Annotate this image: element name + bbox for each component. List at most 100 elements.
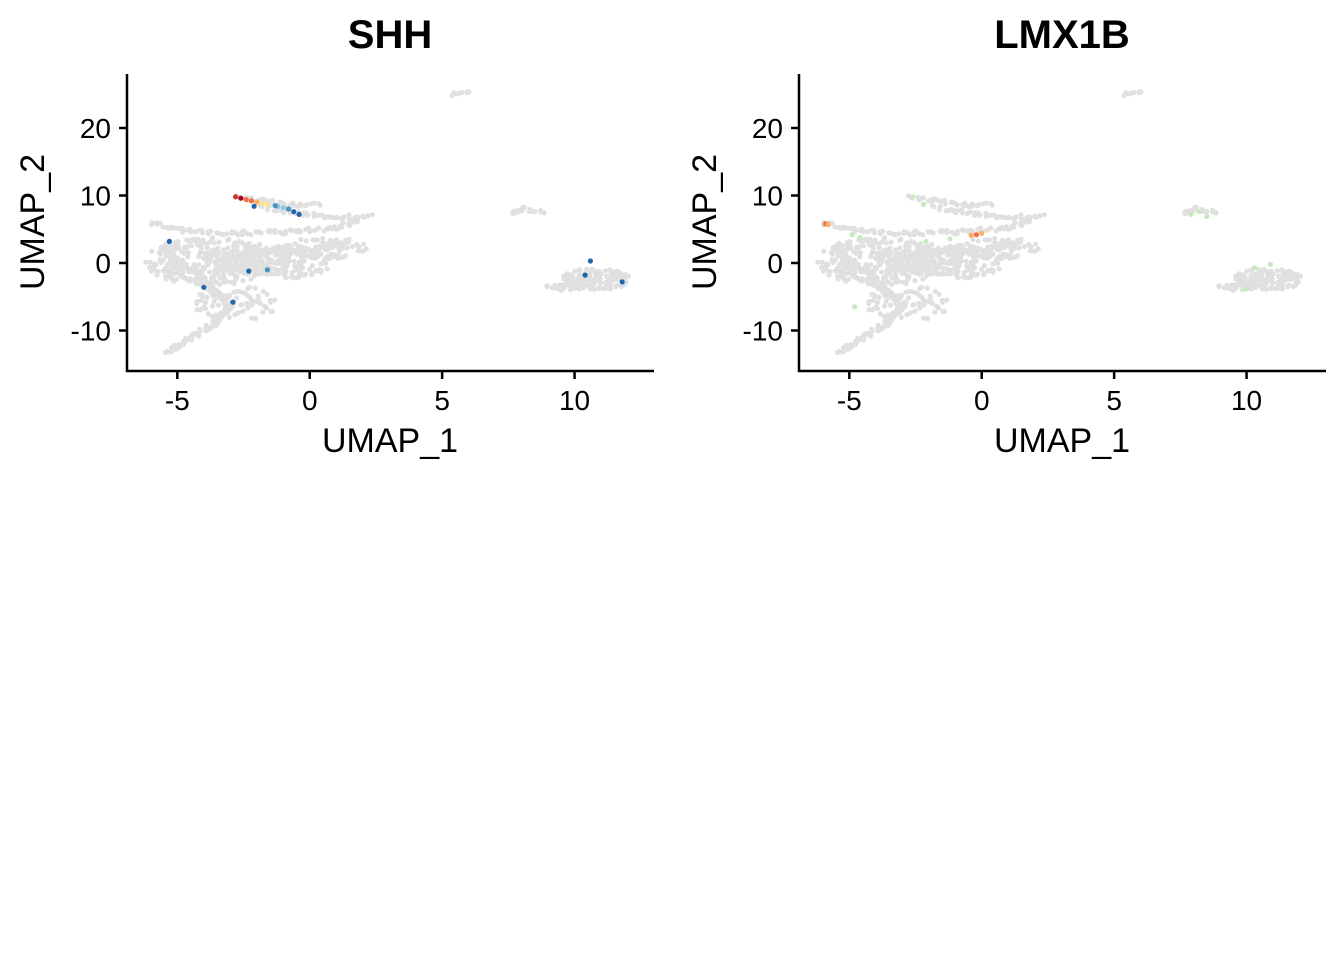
cell-point [322,215,328,221]
cell-point [221,293,227,299]
cell-point [297,203,303,209]
cell-point [244,257,250,263]
cell-point [917,286,923,292]
expressing-cell-point [259,201,265,207]
cell-point [260,309,266,315]
cell-point [143,259,149,265]
cell-point [911,266,917,272]
cell-point [217,290,223,296]
cell-point [281,255,287,261]
cell-point [316,225,322,231]
cell-point [916,300,922,307]
cell-point [932,309,938,315]
cell-point [576,267,582,273]
cell-point [924,254,930,260]
cell-point [252,254,258,260]
cell-point [264,251,270,257]
cell-point [216,239,222,245]
cell-point [165,246,171,252]
cell-point [945,259,952,265]
cell-point [927,293,933,299]
cell-point [234,247,240,254]
cell-point [289,227,295,234]
cell-point [864,236,870,242]
cell-point [924,285,930,291]
cell-point [1285,284,1291,290]
cell-point [231,262,238,268]
cell-point [160,256,167,263]
cell-point [185,254,191,260]
cell-point [866,307,872,313]
cell-point [242,244,248,250]
cell-point [292,263,298,269]
cell-point [259,268,265,274]
cell-point [1248,273,1254,279]
cell-point [188,268,195,274]
cell-point [310,237,316,243]
cell-point [209,303,216,309]
cell-point [895,231,902,237]
x-tick-label: 0 [302,385,318,416]
cell-point [589,266,595,272]
cell-point [1037,213,1043,219]
cell-point [185,250,191,256]
cell-point [184,237,190,243]
cell-point [838,270,844,276]
cell-point [340,220,346,226]
background-cells [143,89,632,356]
cell-point [871,267,878,273]
cell-point [264,207,270,213]
cell-point [1291,271,1297,277]
cell-point [549,285,555,291]
cell-point [860,229,867,235]
cell-point [902,257,908,263]
cell-point [149,248,155,254]
cell-point [968,259,974,265]
cell-point [1244,268,1250,274]
cell-point [982,237,988,243]
cell-point [307,229,313,235]
cell-point [172,259,178,265]
x-tick-label: 0 [974,385,990,416]
cell-point [299,244,305,250]
cell-point [235,310,241,316]
cell-point [907,232,913,238]
cell-point [221,259,227,265]
cell-point [869,272,875,279]
cell-point [207,269,213,275]
cell-point [157,251,163,257]
cell-point [208,289,214,295]
cell-point [930,230,936,236]
cell-point [254,244,260,250]
cell-point [193,228,199,235]
cell-point [220,266,226,272]
cell-point [881,303,888,309]
cell-point [857,250,864,256]
cell-point [989,202,995,208]
cell-point [940,299,946,305]
cell-point [226,314,232,320]
cell-point [320,235,326,241]
cell-point [313,254,319,261]
cell-point [199,267,206,273]
cell-point [179,265,185,271]
cell-point [359,248,366,254]
cell-point [1279,267,1285,273]
cell-point [964,241,970,247]
cell-point [262,303,268,309]
cell-point [832,256,839,263]
cell-point [1274,268,1280,274]
cell-point [902,303,908,309]
cell-point [911,302,917,308]
cell-point [317,202,323,208]
cell-point [929,198,935,204]
cell-point [1006,214,1012,220]
cell-point [196,254,202,260]
expressing-cell-point [248,198,255,204]
expressing-cells [166,194,628,305]
cell-point [968,263,974,269]
expressing-cell-point [280,205,286,211]
cell-point [893,293,899,299]
cell-point [955,275,961,281]
cell-point [303,238,309,244]
